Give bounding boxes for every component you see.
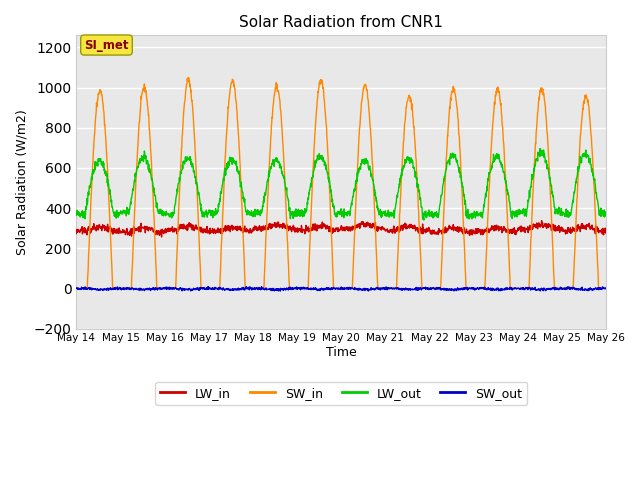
- SW_in: [104, 169, 111, 175]
- LW_out: [308, 175, 316, 180]
- Line: LW_out: LW_out: [76, 148, 606, 220]
- LW_in: [308, 226, 316, 231]
- LW_out: [355, 167, 362, 173]
- SW_out: [104, 287, 111, 292]
- Y-axis label: Solar Radiation (W/m2): Solar Radiation (W/m2): [15, 109, 28, 255]
- SW_in: [300, 286, 308, 291]
- LW_out: [300, 209, 307, 215]
- LW_in: [538, 218, 545, 224]
- SW_in: [529, 184, 537, 190]
- LW_out: [413, 175, 420, 180]
- LW_in: [300, 228, 308, 233]
- SW_out: [530, 287, 538, 292]
- Line: LW_in: LW_in: [76, 221, 606, 237]
- LW_out: [536, 145, 544, 151]
- Line: SW_in: SW_in: [76, 78, 606, 288]
- Legend: LW_in, SW_in, LW_out, SW_out: LW_in, SW_in, LW_out, SW_out: [155, 382, 527, 405]
- SW_in: [413, 177, 421, 182]
- LW_in: [355, 223, 362, 229]
- LW_in: [104, 221, 111, 227]
- LW_out: [72, 210, 80, 216]
- LW_out: [104, 176, 111, 182]
- SW_out: [413, 288, 421, 293]
- SW_in: [184, 75, 192, 81]
- X-axis label: Time: Time: [326, 346, 356, 359]
- LW_out: [529, 173, 537, 179]
- LW_in: [413, 226, 421, 232]
- SW_out: [300, 286, 308, 292]
- LW_out: [420, 217, 428, 223]
- SW_out: [276, 288, 284, 294]
- SW_in: [602, 286, 610, 291]
- Line: SW_out: SW_out: [76, 287, 606, 291]
- Text: SI_met: SI_met: [84, 38, 129, 51]
- SW_in: [308, 178, 316, 184]
- SW_out: [355, 287, 363, 293]
- LW_in: [72, 231, 80, 237]
- SW_out: [72, 285, 80, 291]
- SW_out: [602, 285, 610, 291]
- SW_out: [243, 284, 250, 289]
- SW_in: [355, 144, 362, 149]
- SW_out: [309, 286, 317, 291]
- LW_in: [529, 221, 537, 227]
- Title: Solar Radiation from CNR1: Solar Radiation from CNR1: [239, 15, 443, 30]
- SW_in: [72, 286, 80, 291]
- LW_in: [157, 234, 165, 240]
- LW_out: [602, 213, 610, 218]
- LW_in: [602, 230, 610, 236]
